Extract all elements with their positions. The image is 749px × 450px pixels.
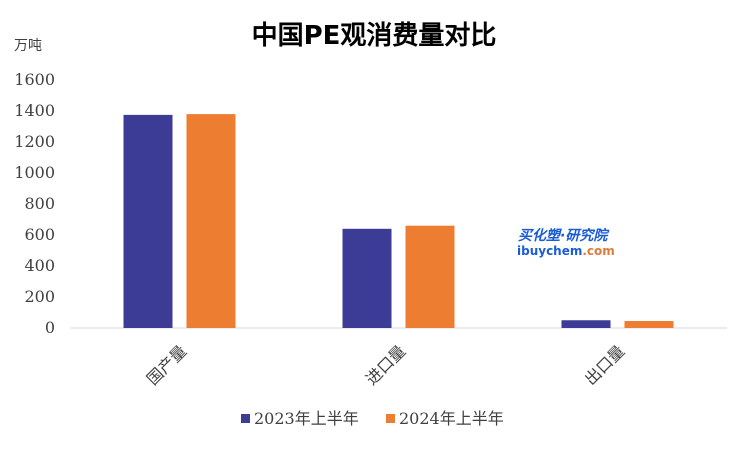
x-tick-label: 进口量 bbox=[362, 341, 409, 388]
legend-label-1: 2023年上半年 bbox=[254, 409, 359, 428]
y-tick-labels: 0 200 400 600 800 1000 1200 1400 1600 bbox=[14, 70, 55, 337]
bar-2-1 bbox=[186, 114, 236, 328]
bar-1-1 bbox=[123, 114, 173, 328]
bar-2-3 bbox=[624, 321, 674, 328]
y-tick-label: 400 bbox=[24, 256, 55, 275]
watermark-line1: 买化塑·研究院 bbox=[518, 227, 610, 244]
watermark-line2: ibuychem.com bbox=[517, 244, 615, 258]
bar-2-2 bbox=[405, 225, 455, 328]
y-tick-label: 200 bbox=[24, 287, 55, 306]
chart-title: 中国PE观消费量对比 bbox=[252, 21, 497, 51]
y-tick-label: 1000 bbox=[14, 163, 55, 182]
bars bbox=[123, 114, 674, 328]
y-tick-label: 0 bbox=[45, 318, 55, 337]
y-tick-label: 1200 bbox=[14, 132, 55, 151]
legend-label-2: 2024年上半年 bbox=[399, 409, 504, 428]
legend: 2023年上半年 2024年上半年 bbox=[241, 409, 504, 428]
x-tick-label: 国产量 bbox=[143, 341, 190, 388]
y-axis-label: 万吨 bbox=[14, 38, 42, 54]
y-tick-label: 800 bbox=[24, 194, 55, 213]
bar-1-2 bbox=[342, 228, 392, 328]
x-tick-labels: 国产量 进口量 出口量 bbox=[143, 341, 628, 388]
y-tick-label: 1600 bbox=[14, 70, 55, 89]
y-tick-label: 600 bbox=[24, 225, 55, 244]
y-tick-label: 1400 bbox=[14, 101, 55, 120]
watermark-line2-right: .com bbox=[582, 244, 614, 258]
legend-swatch-1 bbox=[241, 414, 250, 423]
bar-1-3 bbox=[561, 320, 611, 328]
legend-swatch-2 bbox=[386, 414, 395, 423]
watermark-line2-left: ibuychem bbox=[517, 244, 582, 258]
x-tick-label: 出口量 bbox=[581, 341, 628, 388]
watermark-logo: 买化塑·研究院 ibuychem.com bbox=[517, 227, 615, 258]
